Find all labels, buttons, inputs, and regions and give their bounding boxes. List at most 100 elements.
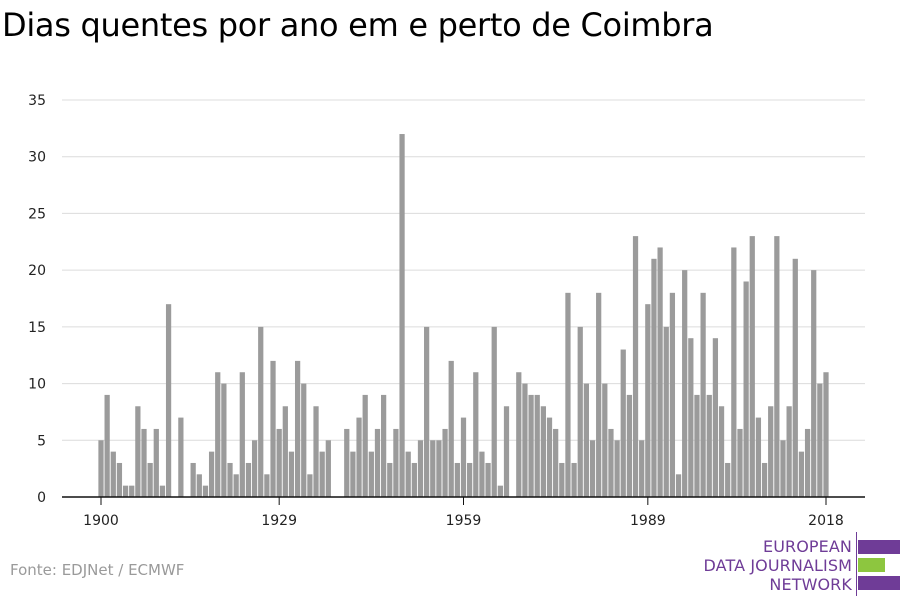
bar (424, 326, 430, 497)
bar (301, 383, 307, 497)
bar (811, 270, 817, 497)
bar (737, 428, 743, 497)
bar (657, 247, 663, 497)
bar (823, 372, 829, 497)
bar (534, 394, 540, 497)
bar (473, 372, 479, 497)
x-tick-label: 1989 (630, 513, 666, 529)
bar (669, 292, 676, 497)
bar (208, 451, 215, 497)
bar-chart: 0 5 10 15 20 25 30 35 1900 1929 1959 1989 2018 (28, 93, 865, 529)
bar (165, 304, 172, 497)
bar (589, 440, 596, 497)
bar (577, 326, 583, 497)
bar (122, 485, 129, 497)
y-tick-label: 25 (28, 206, 46, 222)
bar (675, 474, 682, 497)
bar (294, 360, 301, 497)
logo-bar-purple-bottom (858, 576, 900, 590)
bar (202, 485, 209, 497)
bar (411, 462, 417, 497)
bar (104, 394, 110, 497)
bar (583, 383, 589, 497)
bar (276, 428, 282, 497)
bar (245, 462, 252, 497)
bar (368, 451, 374, 497)
bar (503, 406, 510, 497)
bar (442, 428, 448, 497)
logo-rule (856, 532, 857, 596)
bar (239, 372, 245, 497)
bar (288, 451, 295, 497)
bar (497, 485, 503, 497)
bar (798, 451, 805, 497)
x-tick-label: 1959 (446, 513, 482, 529)
x-axis (62, 496, 865, 505)
bar (491, 326, 497, 497)
gridlines (62, 99, 865, 441)
bar (393, 428, 399, 497)
bar (688, 338, 694, 497)
bar (454, 462, 460, 497)
bar (430, 440, 436, 497)
bar (651, 258, 657, 497)
y-tick-label: 0 (37, 490, 46, 506)
bar (399, 134, 405, 497)
bar (485, 462, 491, 497)
bar (227, 462, 233, 497)
bar (700, 292, 706, 497)
bar (571, 462, 577, 497)
bar (417, 440, 424, 497)
bar (620, 349, 626, 497)
y-tick-label: 10 (28, 377, 46, 393)
bar (258, 326, 264, 497)
bar (522, 383, 528, 497)
bar (516, 372, 522, 497)
bar (602, 383, 608, 497)
bar (233, 474, 239, 497)
bar (792, 258, 798, 497)
bar (540, 406, 546, 497)
bar (436, 440, 442, 497)
bar (270, 360, 276, 497)
bar (141, 428, 147, 497)
source-note: Fonte: EDJNet / ECMWF (10, 561, 185, 579)
x-tick-label: 2018 (808, 513, 844, 529)
bar (712, 338, 719, 497)
bar (362, 394, 368, 497)
bar (282, 406, 288, 497)
bar (731, 247, 737, 497)
bar (761, 462, 768, 497)
bar (135, 406, 141, 497)
bar (682, 270, 688, 497)
bar (663, 326, 669, 497)
bar (780, 440, 786, 497)
bar (725, 462, 731, 497)
bar (319, 451, 325, 497)
bar (374, 428, 381, 497)
y-tick-label: 15 (28, 320, 46, 336)
bar (559, 462, 565, 497)
bar (608, 428, 614, 497)
bar (743, 281, 749, 497)
x-axis-labels: 1900 1929 1959 1989 2018 (83, 513, 844, 529)
logo-bar-purple-top (858, 540, 900, 554)
bar (804, 428, 811, 497)
bar (565, 292, 571, 497)
logo-line-2: DATA JOURNALISM (703, 556, 852, 575)
y-tick-label: 30 (28, 150, 46, 166)
bar (817, 383, 823, 497)
bar (387, 462, 393, 497)
bar (768, 406, 774, 497)
edjnet-logo: EUROPEAN DATA JOURNALISM NETWORK (700, 532, 900, 600)
bar (110, 451, 116, 497)
y-axis-labels: 0 5 10 15 20 25 30 35 (28, 93, 46, 506)
y-tick-label: 20 (28, 263, 46, 279)
logo-line-3: NETWORK (769, 575, 852, 594)
bar (405, 451, 411, 497)
bar (786, 406, 792, 497)
bar (755, 417, 762, 497)
bar (190, 462, 196, 497)
bar (479, 451, 485, 497)
x-tick-label: 1900 (83, 513, 119, 529)
